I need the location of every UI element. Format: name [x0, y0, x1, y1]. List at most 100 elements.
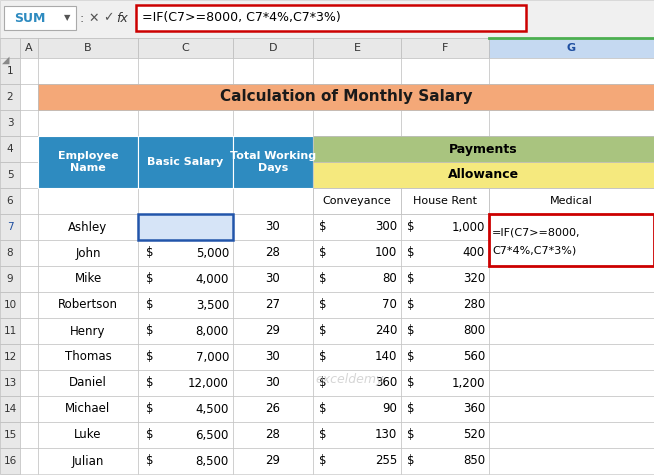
Bar	[313, 370, 401, 396]
Bar	[138, 136, 233, 188]
Text: 29: 29	[266, 324, 281, 338]
Text: $: $	[146, 351, 154, 363]
Bar	[0, 422, 20, 448]
Text: Total Working
Days: Total Working Days	[230, 151, 316, 173]
Text: 255: 255	[375, 455, 397, 467]
Text: 29: 29	[266, 455, 281, 467]
Text: $: $	[319, 351, 326, 363]
Bar	[38, 318, 138, 344]
Bar	[489, 344, 654, 370]
Bar	[401, 84, 489, 110]
Bar	[0, 58, 20, 84]
Bar	[38, 58, 138, 84]
Text: 2: 2	[7, 92, 13, 102]
Text: 28: 28	[266, 247, 281, 259]
Text: 6,500: 6,500	[196, 428, 229, 441]
Text: Conveyance: Conveyance	[322, 196, 391, 206]
Text: Daniel: Daniel	[69, 377, 107, 389]
Text: 240: 240	[375, 324, 397, 338]
Bar	[313, 318, 401, 344]
Text: 5: 5	[7, 170, 13, 180]
Text: 3: 3	[7, 118, 13, 128]
Bar	[489, 214, 654, 266]
Bar	[20, 136, 38, 162]
Bar	[233, 266, 313, 292]
Bar	[489, 38, 654, 58]
Bar	[20, 58, 38, 84]
Bar	[0, 448, 20, 474]
Bar	[138, 84, 233, 110]
Bar	[233, 110, 313, 136]
Bar	[489, 370, 654, 396]
Bar	[313, 292, 401, 318]
Bar	[0, 214, 20, 240]
Bar	[489, 422, 654, 448]
Bar	[233, 318, 313, 344]
Bar	[313, 58, 401, 84]
Text: $: $	[319, 220, 326, 234]
Text: $: $	[319, 428, 326, 441]
Bar	[138, 110, 233, 136]
Text: 4: 4	[7, 144, 13, 154]
Text: =IF(C7>=8000, C7*4%,C7*3%): =IF(C7>=8000, C7*4%,C7*3%)	[142, 11, 341, 25]
Text: 80: 80	[382, 273, 397, 285]
Text: $: $	[407, 247, 415, 259]
Bar	[38, 344, 138, 370]
Bar	[401, 396, 489, 422]
Bar	[20, 162, 38, 188]
Text: Calculation of Monthly Salary: Calculation of Monthly Salary	[220, 89, 472, 104]
Bar	[401, 58, 489, 84]
Text: B: B	[84, 43, 92, 53]
Bar	[138, 58, 233, 84]
Text: G: G	[567, 43, 576, 53]
Text: 7,000: 7,000	[196, 351, 229, 363]
Text: 16: 16	[3, 456, 16, 466]
Bar	[0, 0, 654, 38]
Bar	[401, 188, 489, 214]
Text: 8: 8	[7, 248, 13, 258]
Bar	[313, 188, 401, 214]
Text: $: $	[319, 377, 326, 389]
Text: 12,000: 12,000	[188, 377, 229, 389]
Text: 5,000: 5,000	[196, 247, 229, 259]
Bar	[20, 38, 38, 58]
Bar	[20, 370, 38, 396]
Bar	[489, 58, 654, 84]
Bar	[401, 292, 489, 318]
Bar	[489, 292, 654, 318]
Bar	[138, 136, 233, 162]
Text: $: $	[319, 298, 326, 312]
Bar	[233, 422, 313, 448]
Bar	[401, 136, 489, 162]
Text: ✕: ✕	[89, 11, 99, 25]
Bar	[233, 214, 313, 240]
Text: 10: 10	[3, 300, 16, 310]
Bar	[401, 162, 489, 188]
Text: 30: 30	[266, 351, 281, 363]
Bar	[38, 110, 138, 136]
Text: $: $	[407, 455, 415, 467]
Bar	[20, 396, 38, 422]
Text: $: $	[407, 351, 415, 363]
Bar	[138, 240, 233, 266]
Text: 9: 9	[7, 274, 13, 284]
Text: E: E	[354, 43, 360, 53]
Bar	[138, 448, 233, 474]
Text: exceldemy: exceldemy	[316, 373, 384, 387]
Bar	[313, 214, 401, 240]
Text: 14: 14	[3, 404, 16, 414]
Bar	[313, 162, 654, 188]
Bar	[313, 448, 401, 474]
Bar	[313, 38, 401, 58]
Bar	[38, 38, 138, 58]
Bar	[313, 266, 401, 292]
Bar	[38, 396, 138, 422]
Bar	[233, 84, 313, 110]
Bar	[20, 266, 38, 292]
Text: Payments: Payments	[449, 142, 518, 155]
Bar	[136, 5, 526, 31]
Bar	[20, 84, 38, 110]
Bar	[313, 84, 401, 110]
Bar	[0, 188, 20, 214]
Bar	[20, 188, 38, 214]
